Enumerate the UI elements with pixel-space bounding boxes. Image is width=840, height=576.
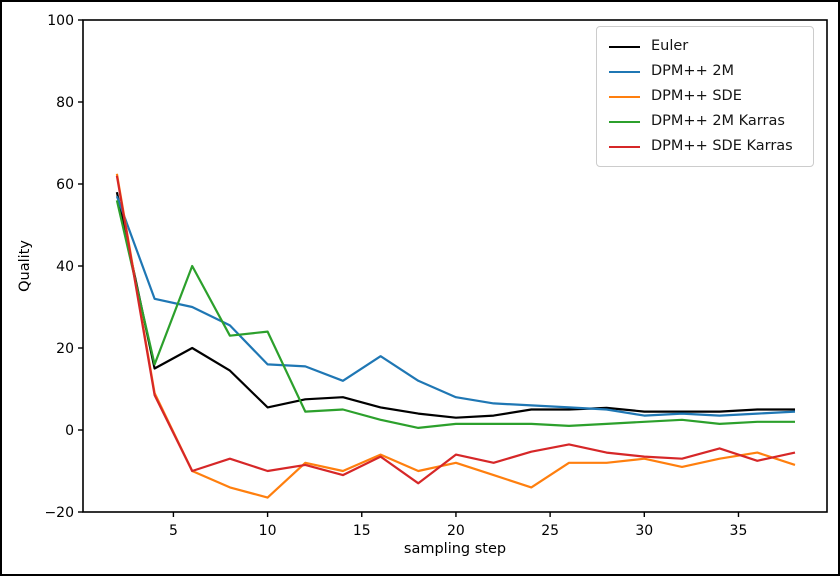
legend-label: DPM++ 2M [651,63,735,80]
series-dpm-sde-karras [115,175,796,485]
x-tick-label: 20 [447,523,465,539]
x-tick-label: 35 [730,523,748,539]
legend-row-dpm-sde-karras: DPM++ SDE Karras [609,134,801,159]
legend-label: DPM++ SDE [651,88,742,105]
axes-frame [82,19,828,513]
y-tick-label: 100 [47,13,74,29]
y-tick-label: 20 [56,341,74,357]
legend-label: DPM++ SDE Karras [651,138,793,155]
legend-row-dpm-2m: DPM++ 2M [609,59,801,84]
x-axis-label: sampling step [403,541,507,557]
legend-row-dpm-2m-karras: DPM++ 2M Karras [609,109,801,134]
series-dpm-2m [115,195,796,417]
x-tick-label: 10 [259,523,277,539]
y-tick-label: −20 [44,505,74,521]
y-axis-label: Quality [17,240,33,292]
legend-line-swatch [609,95,640,98]
y-tick-label: 80 [56,95,74,111]
legend-label: Euler [651,38,689,55]
y-tick-label: 40 [56,259,74,275]
series-euler [115,191,795,419]
y-tick-label: 0 [65,423,74,439]
x-tick-label: 30 [635,523,653,539]
legend-line-swatch [609,70,640,73]
legend-row-dpm-sde: DPM++ SDE [609,84,801,109]
y-tick-label: 60 [56,177,74,193]
series-dpm-2m-karras [115,200,795,429]
legend-line-swatch [609,145,640,148]
legend-row-euler: Euler [609,34,801,59]
legend-label: DPM++ 2M Karras [651,113,785,130]
x-tick-label: 25 [541,523,559,539]
x-tick-label: 15 [353,523,371,539]
legend: Euler DPM++ 2M DPM++ SDE DPM++ 2M Karras DPM… [596,26,814,167]
series-dpm-sde [115,173,796,499]
legend-line-swatch [609,45,640,48]
x-tick-label: 5 [169,523,178,539]
legend-line-swatch [609,120,640,123]
